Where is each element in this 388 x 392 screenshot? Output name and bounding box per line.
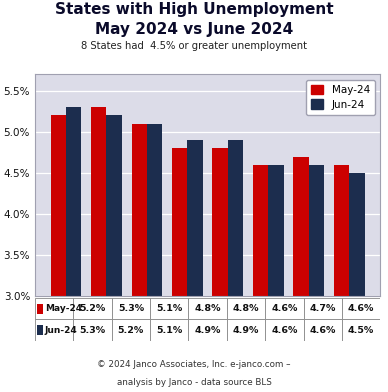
Bar bbox=[253, 165, 268, 392]
Bar bbox=[147, 124, 162, 392]
Text: 4.7%: 4.7% bbox=[310, 304, 336, 313]
Bar bbox=[35, 298, 73, 319]
Bar bbox=[91, 107, 106, 392]
Text: 8 States had  4.5% or greater unemployment: 8 States had 4.5% or greater unemploymen… bbox=[81, 41, 307, 51]
Text: 4.9%: 4.9% bbox=[233, 326, 259, 335]
Bar bbox=[342, 298, 380, 319]
Text: 4.5%: 4.5% bbox=[348, 326, 374, 335]
Bar bbox=[189, 298, 227, 319]
Bar bbox=[293, 156, 309, 392]
Bar bbox=[187, 140, 203, 392]
Bar bbox=[73, 319, 112, 341]
Text: 4.9%: 4.9% bbox=[194, 326, 221, 335]
Text: May 2024 vs June 2024: May 2024 vs June 2024 bbox=[95, 22, 293, 36]
Bar bbox=[303, 298, 342, 319]
Text: analysis by Janco - data source BLS: analysis by Janco - data source BLS bbox=[116, 378, 272, 387]
Bar bbox=[265, 298, 303, 319]
Bar bbox=[303, 319, 342, 341]
Legend: May-24, Jun-24: May-24, Jun-24 bbox=[305, 80, 375, 115]
Text: 5.2%: 5.2% bbox=[80, 304, 106, 313]
Text: Jun-24: Jun-24 bbox=[45, 326, 78, 335]
Bar bbox=[189, 319, 227, 341]
Bar bbox=[73, 298, 112, 319]
Text: 4.6%: 4.6% bbox=[310, 326, 336, 335]
Text: 5.2%: 5.2% bbox=[118, 326, 144, 335]
Bar bbox=[112, 298, 150, 319]
Text: May-24: May-24 bbox=[45, 304, 82, 313]
Bar bbox=[37, 304, 43, 314]
Text: 4.6%: 4.6% bbox=[271, 304, 298, 313]
Bar bbox=[265, 319, 303, 341]
Text: © 2024 Janco Associates, Inc. e-janco.com –: © 2024 Janco Associates, Inc. e-janco.co… bbox=[97, 360, 291, 369]
Text: States with High Unemployment: States with High Unemployment bbox=[55, 2, 333, 17]
Bar bbox=[349, 173, 365, 392]
Bar bbox=[227, 319, 265, 341]
Bar bbox=[50, 116, 66, 392]
Bar bbox=[150, 319, 189, 341]
Bar bbox=[106, 116, 122, 392]
Text: 5.3%: 5.3% bbox=[80, 326, 106, 335]
Text: 4.8%: 4.8% bbox=[233, 304, 259, 313]
Text: 4.6%: 4.6% bbox=[271, 326, 298, 335]
Bar bbox=[227, 298, 265, 319]
Bar bbox=[342, 319, 380, 341]
Bar bbox=[228, 140, 243, 392]
Text: 5.1%: 5.1% bbox=[156, 326, 182, 335]
Bar bbox=[132, 124, 147, 392]
Bar bbox=[112, 319, 150, 341]
Bar bbox=[334, 165, 349, 392]
Bar bbox=[309, 165, 324, 392]
Text: 4.6%: 4.6% bbox=[348, 304, 374, 313]
Bar bbox=[150, 298, 189, 319]
Bar bbox=[37, 325, 43, 335]
Bar bbox=[268, 165, 284, 392]
Bar bbox=[213, 148, 228, 392]
Text: 5.3%: 5.3% bbox=[118, 304, 144, 313]
Text: 5.1%: 5.1% bbox=[156, 304, 182, 313]
Bar bbox=[66, 107, 81, 392]
Bar bbox=[172, 148, 187, 392]
Bar bbox=[35, 319, 73, 341]
Text: 4.8%: 4.8% bbox=[194, 304, 221, 313]
